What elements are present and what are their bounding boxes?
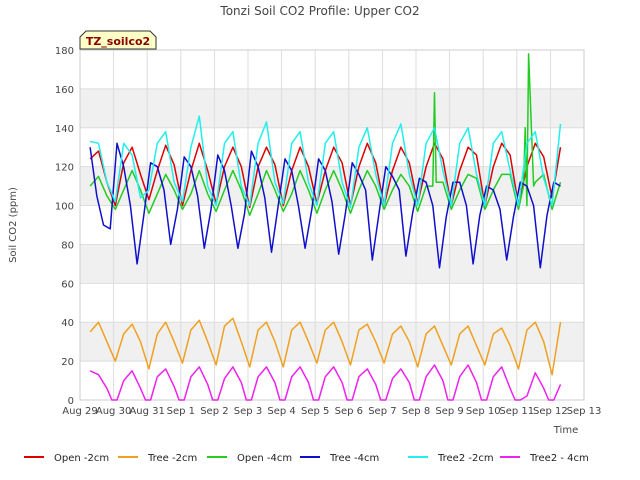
- legend-label: Tree2 - 4cm: [529, 453, 589, 464]
- x-tick-label: Sep 8: [402, 406, 430, 417]
- y-tick-label: 40: [61, 318, 74, 329]
- y-tick-label: 0: [68, 396, 74, 407]
- y-axis-ticks: 0 20 40 60 80 100 120 140 160 180: [55, 46, 74, 407]
- x-tick-label: Sep 3: [234, 406, 262, 417]
- plot-frame: [79, 49, 585, 401]
- series-line-5: [89, 115, 562, 209]
- x-tick-label: Aug 31: [129, 406, 164, 417]
- gridlines: [79, 49, 585, 401]
- series-line-6: [89, 364, 562, 401]
- y-tick-label: 180: [55, 46, 74, 57]
- legend-label: Tree -4cm: [329, 453, 379, 464]
- y-tick-label: 60: [61, 279, 74, 290]
- x-tick-label: Sep 5: [301, 406, 329, 417]
- y-axis-label: Soil CO2 (ppm): [8, 187, 19, 263]
- x-tick-label: Sep 7: [368, 406, 396, 417]
- x-tick-label: Sep 13: [567, 406, 602, 417]
- y-tick-label: 140: [55, 124, 74, 135]
- badge-box: [79, 30, 157, 50]
- series-line-4: [89, 142, 561, 269]
- y-tick-label: 20: [61, 357, 74, 368]
- legend-label: Tree2 -2cm: [437, 453, 494, 464]
- x-tick-label: Sep 12: [533, 406, 568, 417]
- x-axis-label: Time: [553, 425, 578, 436]
- plot-background-bands: [80, 88, 584, 362]
- x-tick-label: Sep 4: [267, 406, 295, 417]
- x-tick-label: Sep 6: [335, 406, 363, 417]
- x-tick-label: Aug 29: [62, 406, 97, 417]
- legend-label: Open -2cm: [54, 453, 109, 464]
- x-tick-label: Sep 1: [167, 406, 195, 417]
- series-line-2: [89, 317, 562, 376]
- legend-label: Open -4cm: [237, 453, 292, 464]
- y-tick-label: 160: [55, 85, 74, 96]
- plot-band: [80, 88, 584, 128]
- plot-band: [80, 244, 584, 284]
- series-lines: [89, 53, 562, 401]
- y-tick-label: 120: [55, 163, 74, 174]
- y-tick-label: 80: [61, 240, 74, 251]
- series-line-3: [89, 53, 562, 217]
- chart-title: Tonzi Soil CO2 Profile: Upper CO2: [219, 4, 419, 18]
- x-tick-label: Sep 2: [200, 406, 228, 417]
- x-tick-label: Sep 11: [499, 406, 534, 417]
- legend-label: Tree -2cm: [147, 453, 197, 464]
- dataset-badge: TZ_soilco2: [79, 30, 157, 50]
- x-tick-label: Sep 10: [466, 406, 501, 417]
- badge-label: TZ_soilco2: [86, 35, 150, 48]
- x-tick-label: Sep 9: [435, 406, 463, 417]
- y-tick-label: 100: [55, 202, 74, 213]
- x-tick-label: Aug 30: [96, 406, 131, 417]
- legend: Open -2cm Tree -2cm Open -4cm Tree -4cm Tree…: [24, 453, 589, 464]
